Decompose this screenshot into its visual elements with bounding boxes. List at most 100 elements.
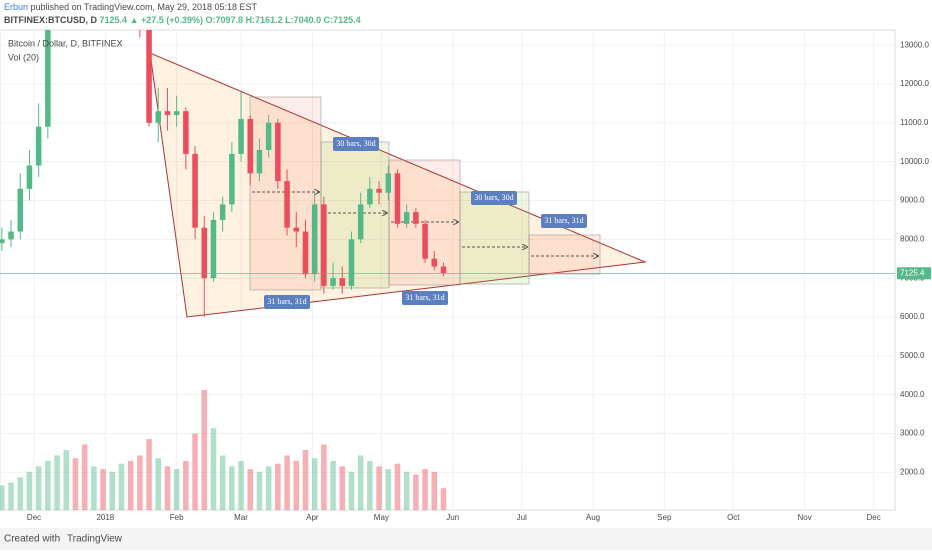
candle-body bbox=[339, 278, 346, 286]
candle-body bbox=[8, 231, 14, 240]
x-tick-label: 2018 bbox=[96, 513, 114, 522]
candle-body bbox=[229, 153, 235, 205]
volume-bar bbox=[192, 433, 198, 510]
change: ▲ +27.5 (+0.39%) bbox=[130, 15, 203, 25]
volume-bar bbox=[367, 460, 373, 510]
annotation: 31 bars, 31d bbox=[544, 216, 583, 225]
volume-bar bbox=[339, 466, 346, 510]
volume-bar bbox=[91, 466, 97, 510]
x-tick-label: Feb bbox=[170, 513, 184, 522]
annotation: 31 bars, 31d bbox=[405, 293, 444, 302]
candle-body bbox=[265, 122, 272, 150]
annotation: 31 bars, 31d bbox=[267, 297, 306, 306]
candle-body bbox=[422, 223, 428, 259]
volume-bar bbox=[256, 471, 263, 510]
candle-body bbox=[146, 30, 152, 123]
volume-bar bbox=[284, 455, 290, 510]
volume-bar bbox=[0, 485, 5, 510]
candle-body bbox=[210, 219, 217, 279]
candle-body bbox=[431, 258, 438, 267]
y-tick-label: 11000.0 bbox=[900, 118, 929, 127]
annotation-box bbox=[264, 295, 310, 309]
y-tick-label: 12000.0 bbox=[900, 79, 929, 88]
y-tick-label: 10000.0 bbox=[900, 157, 929, 166]
published: published on TradingView.com, May 29, 20… bbox=[31, 2, 258, 12]
volume-bar bbox=[330, 460, 336, 510]
volume-bar bbox=[173, 469, 180, 510]
volume-bar bbox=[385, 469, 392, 510]
volume-bar bbox=[311, 458, 318, 510]
candle-body bbox=[192, 153, 198, 228]
candle-body bbox=[367, 188, 373, 205]
x-tick-label: Nov bbox=[797, 513, 811, 522]
volume-bar bbox=[45, 460, 51, 510]
volume-bar bbox=[431, 471, 438, 510]
candle-body bbox=[26, 165, 33, 189]
volume-bar bbox=[348, 471, 355, 510]
volume-bar bbox=[155, 458, 162, 510]
candle-body bbox=[293, 227, 300, 232]
candle-body bbox=[348, 239, 355, 286]
candle-body bbox=[330, 278, 336, 286]
candle-body bbox=[183, 111, 189, 154]
volume-bar bbox=[183, 460, 189, 510]
annotation-box bbox=[541, 214, 587, 228]
volume-bar bbox=[63, 450, 70, 510]
annotation: 30 bars, 30d bbox=[474, 193, 513, 202]
range-box bbox=[528, 234, 601, 275]
candle-body bbox=[302, 231, 309, 275]
candle-body bbox=[0, 239, 5, 244]
annotation-box bbox=[471, 191, 517, 205]
footer-bar bbox=[0, 528, 932, 550]
x-tick-label: Mar bbox=[234, 513, 248, 522]
volume-bar bbox=[118, 463, 125, 510]
x-tick-label: Aug bbox=[586, 513, 600, 522]
candle-body bbox=[385, 173, 392, 193]
annotation-box bbox=[402, 291, 448, 305]
last: 7125.4 bbox=[100, 15, 128, 25]
volume-bar bbox=[210, 428, 217, 510]
candle-body bbox=[440, 266, 447, 274]
volume-bar bbox=[403, 471, 410, 510]
candle-body bbox=[219, 204, 226, 220]
volume-bar bbox=[275, 463, 281, 510]
candle-body bbox=[413, 212, 419, 224]
volume-bar bbox=[146, 439, 152, 510]
volume-bar bbox=[376, 466, 382, 510]
x-tick-label: Jun bbox=[446, 513, 459, 522]
footer-brand: TradingView bbox=[67, 534, 123, 545]
range-box bbox=[459, 191, 530, 285]
author: Erbun published on TradingView.com, May … bbox=[4, 2, 258, 12]
volume-bar bbox=[302, 450, 309, 510]
range-box bbox=[320, 141, 390, 289]
legend-series: Bitcoin / Dollar, D, BITFINEX bbox=[8, 38, 123, 48]
volume-bar bbox=[72, 458, 79, 510]
volume-bar bbox=[229, 466, 235, 510]
y-tick-label: 2000.0 bbox=[900, 467, 925, 476]
y-tick-label: 4000.0 bbox=[900, 390, 925, 399]
volume-bar bbox=[247, 469, 254, 510]
candle-body bbox=[357, 204, 364, 240]
volume-bar bbox=[293, 460, 300, 510]
candle-body bbox=[284, 181, 290, 228]
ohlc: O:7097.8 H:7161.2 L:7040.0 C:7125.4 bbox=[206, 15, 361, 25]
y-tick-label: 8000.0 bbox=[900, 234, 925, 243]
volume-bar bbox=[164, 466, 171, 510]
volume-bar bbox=[54, 455, 60, 510]
volume-bar bbox=[394, 463, 401, 510]
candle-body bbox=[173, 111, 180, 116]
x-tick-label: Jul bbox=[517, 513, 527, 522]
y-tick-label: 9000.0 bbox=[900, 196, 925, 205]
plot-frame bbox=[0, 29, 896, 511]
volume-bar bbox=[422, 469, 428, 510]
y-tick-label: 5000.0 bbox=[900, 351, 925, 360]
volume-bar bbox=[17, 477, 24, 510]
volume-bar bbox=[137, 455, 143, 510]
symbol-line: BITFINEX:BTCUSD, D 7125.4 ▲ +27.5 (+0.39… bbox=[4, 15, 361, 25]
author-name: Erbun bbox=[4, 2, 28, 12]
volume-bar bbox=[100, 469, 106, 510]
y-tick-label: 3000.0 bbox=[900, 429, 925, 438]
x-tick-label: Dec bbox=[27, 513, 41, 522]
annotation-box bbox=[333, 137, 379, 151]
